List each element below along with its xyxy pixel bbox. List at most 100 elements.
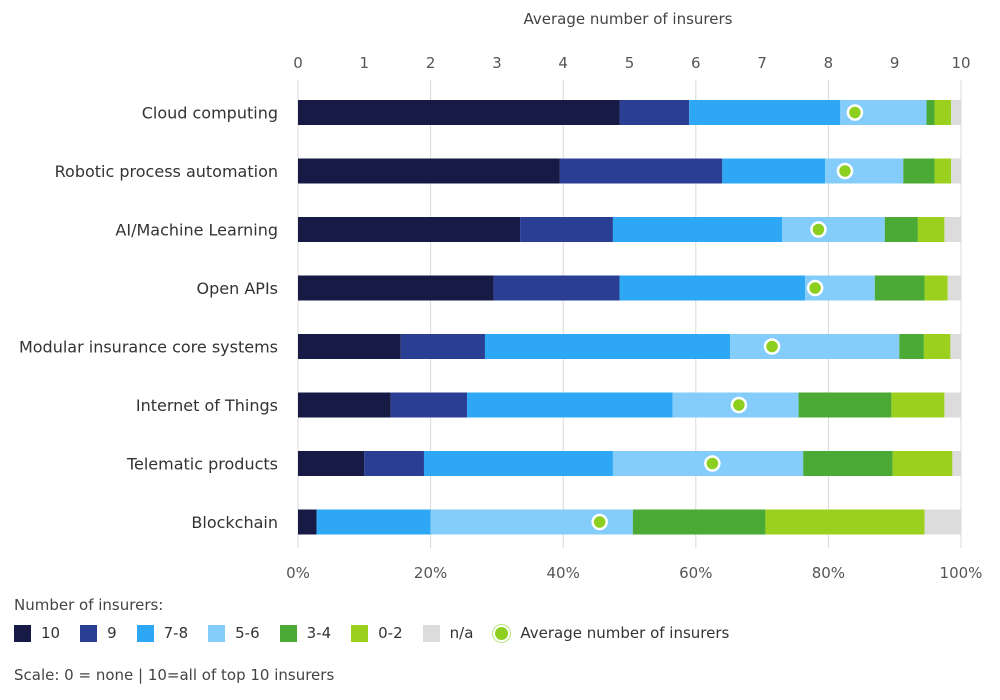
legend-label-5-6: 5-6 [235,624,260,642]
legend-swatch-10 [14,624,31,642]
bar-segment [298,392,391,418]
bar-segment [952,451,961,476]
legend-swatch-0-2 [351,624,369,642]
gridlines [297,80,962,548]
top-tick-label: 6 [691,54,701,72]
average-marker [591,513,608,531]
top-tick-label: 9 [890,54,900,72]
top-tick-label: 10 [951,54,970,72]
bar-segment [765,509,925,535]
top-tick-label: 4 [558,54,568,72]
bottom-tick-label: 0% [286,564,310,582]
scale-note: Scale: 0 = none | 10=all of top 10 insur… [14,666,335,684]
bottom-tick-label: 60% [679,564,712,582]
average-marker [763,338,781,355]
bar-segment [689,100,841,125]
bar-segment [917,217,945,242]
legend-swatch-na [422,624,440,642]
bars [298,100,961,535]
bar-segment [484,334,731,359]
bottom-tick-label: 80% [812,564,845,582]
category-label: Internet of Things [136,396,278,415]
bar-segment [944,217,961,242]
bar-segment [632,509,766,535]
top-tick-label: 7 [757,54,767,72]
top-tick-label: 8 [824,54,834,72]
bar-segment [423,451,613,476]
bar-segment [364,451,424,476]
bar-segment [559,158,723,184]
bar-segment [884,217,918,242]
legend-item-7-8: 7-8 [136,624,188,642]
bar-segment [947,275,961,301]
bar-segment [798,392,892,418]
bar-segment [722,158,826,184]
average-marker [806,279,824,297]
average-dot-icon [493,624,511,642]
average-marker [846,104,864,121]
legend-row: 10 9 7-8 5-6 3-4 0-2 n/a Average number [14,624,974,642]
bar-segment [950,334,961,359]
average-markers [591,104,864,531]
bar-segment [493,275,620,301]
bar-segment [892,451,953,476]
legend-label-9: 9 [107,624,117,642]
bar-segment [467,392,673,418]
legend-item-10: 10 [14,624,60,642]
bar-segment [298,158,560,184]
legend-item-9: 9 [80,624,117,642]
bar-segment [926,100,935,125]
bar-segment [612,217,782,242]
legend-swatch-3-4 [279,624,297,642]
bar-segment [298,100,620,125]
bar-segment [298,217,521,242]
bar-segment [903,158,935,184]
average-marker [836,162,854,180]
bar-segment [298,509,317,535]
top-tick-label: 0 [293,54,303,72]
legend-item-na: n/a [422,624,474,642]
category-label: Cloud computing [142,104,278,123]
legend-item-0-2: 0-2 [351,624,403,642]
top-axis-title: Average number of insurers [524,10,733,28]
bar-segment [891,392,945,418]
category-label: Modular insurance core systems [19,338,278,357]
legend: Number of insurers: 10 9 7-8 5-6 3-4 0-2 [14,596,974,642]
top-tick-label: 3 [492,54,502,72]
bar-segment [924,275,948,301]
legend-item-5-6: 5-6 [208,624,260,642]
bar-segment [934,158,952,184]
category-label: Robotic process automation [55,162,278,181]
bar-segment [803,451,893,476]
bar-segment [298,334,401,359]
average-marker [730,396,748,414]
average-marker [810,221,827,238]
bar-segment [951,158,961,184]
bottom-tick-label: 40% [547,564,580,582]
legend-label-na: n/a [449,624,474,642]
bar-segment [619,275,806,301]
bar-segment [520,217,613,242]
category-label: Blockchain [191,513,278,532]
category-labels: Cloud computing Robotic process automatio… [19,104,278,533]
legend-item-3-4: 3-4 [279,624,331,642]
bar-segment [924,509,961,535]
bottom-tick-label: 100% [940,564,983,582]
bar-segment [730,334,900,359]
bottom-tick-label: 20% [414,564,447,582]
top-axis-ticks: 0 1 2 3 4 5 6 7 8 9 10 [293,54,970,72]
bar-segment [619,100,690,125]
bar-segment [316,509,431,535]
bar-segment [400,334,485,359]
bar-segment [923,334,951,359]
bar-segment [944,392,961,418]
bar-segment [899,334,924,359]
bar-segment [874,275,925,301]
category-label: Open APIs [197,279,278,298]
bar-segment [298,275,494,301]
legend-swatch-7-8 [136,624,154,642]
bar-segment [298,451,365,476]
legend-title: Number of insurers: [14,596,164,614]
legend-label-0-2: 0-2 [378,624,403,642]
bar-segment [951,100,961,125]
